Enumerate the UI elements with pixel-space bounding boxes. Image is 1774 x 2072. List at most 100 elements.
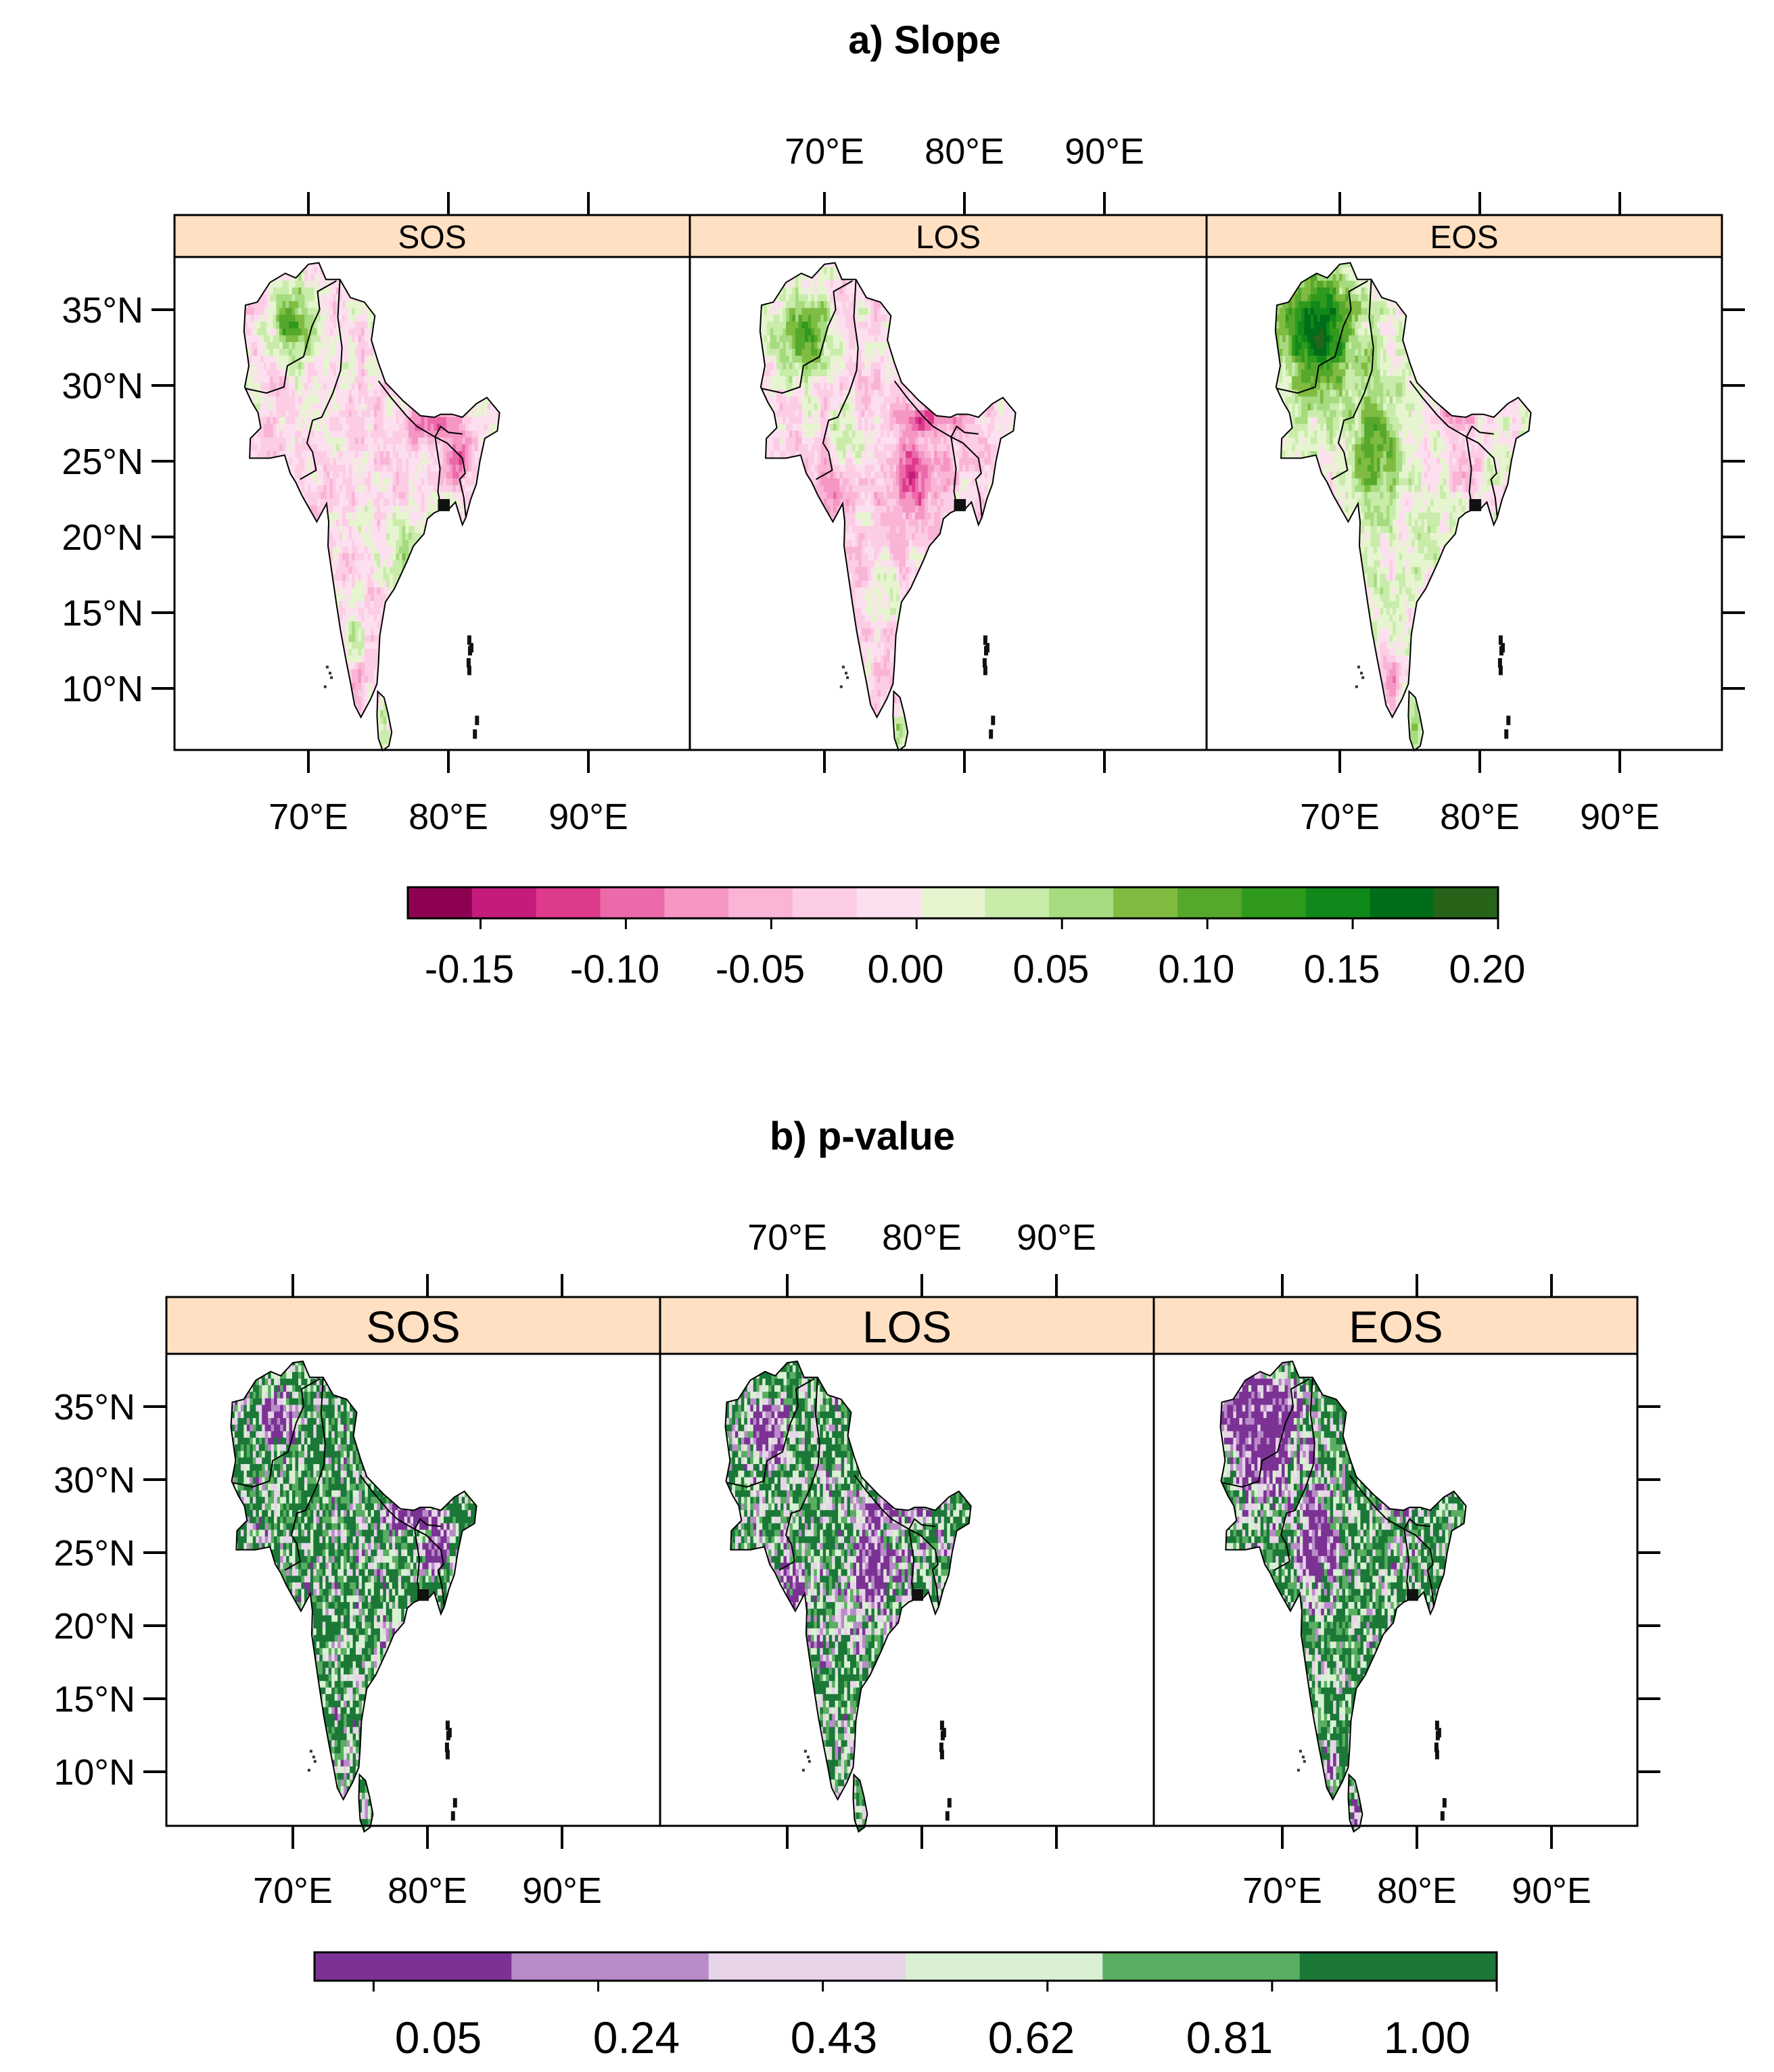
pvalue-map-eos bbox=[1219, 1360, 1467, 1833]
pvalue-map-los bbox=[724, 1360, 972, 1833]
pvalue-top-lon-label-80: 80°E bbox=[882, 1217, 962, 1258]
slope-colorbar-frame bbox=[406, 886, 1499, 920]
slope-colorbar-swatch bbox=[792, 887, 858, 918]
pvalue-sos-lakshadweep-islands bbox=[307, 1749, 317, 1772]
slope-sos-andaman-islands bbox=[466, 635, 480, 739]
pvalue-panel-frames bbox=[165, 1352, 1639, 1827]
pvalue-sos-borders bbox=[230, 1360, 477, 1833]
slope-colorbar-swatch bbox=[600, 887, 665, 918]
slope-cb-label-3: 0.00 bbox=[868, 947, 944, 991]
pvalue-strip-eos: EOS bbox=[1349, 1302, 1443, 1352]
pvalue-cb-label-5: 1.00 bbox=[1384, 2012, 1470, 2063]
slope-colorbar-swatch bbox=[1370, 887, 1434, 918]
pvalue-panel-group: 70°E 80°E 90°E 70°E 80°E 90°E 70°E 80°E … bbox=[53, 1217, 1660, 2063]
slope-cb-label-0: -0.15 bbox=[425, 947, 514, 991]
pvalue-top-lon-label-90: 90°E bbox=[1017, 1217, 1096, 1258]
pvalue-colorbar bbox=[313, 1951, 1498, 1992]
pvalue-lon-tick-marks bbox=[143, 1274, 1660, 1849]
slope-colorbar-swatch bbox=[408, 887, 473, 918]
pvalue-bottom-lon-label-80: 80°E bbox=[388, 1870, 467, 1911]
slope-strip-sos: SOS bbox=[398, 220, 466, 256]
pvalue-los-lakshadweep-islands bbox=[801, 1749, 811, 1772]
slope-los-andaman-islands bbox=[982, 635, 996, 739]
slope-eos-delta-mask bbox=[1469, 499, 1482, 511]
pvalue-colorbar-swatch bbox=[708, 1952, 906, 1981]
slope-colorbar-swatch bbox=[985, 887, 1050, 918]
pvalue-eos-delta-mask bbox=[1407, 1589, 1418, 1601]
pvalue-lat-label-25: 25°N bbox=[53, 1533, 135, 1574]
slope-colorbar-swatch bbox=[471, 887, 537, 918]
pvalue-colorbar-swatch bbox=[314, 1952, 512, 1981]
pvalue-colorbar-swatch bbox=[906, 1952, 1103, 1981]
slope-colorbar-swatch bbox=[1049, 887, 1114, 918]
pvalue-map-sos bbox=[230, 1360, 477, 1833]
pvalue-cb-label-1: 0.24 bbox=[593, 2012, 680, 2063]
panel-b-title: b) p-value bbox=[770, 1114, 955, 1158]
slope-sos-raster bbox=[243, 262, 500, 751]
slope-eos-raster bbox=[1275, 262, 1531, 751]
slope-top-lon-label-70: 70°E bbox=[785, 131, 864, 172]
slope-cb-label-5: 0.10 bbox=[1159, 947, 1235, 991]
slope-lat-label-20: 20°N bbox=[62, 517, 143, 558]
slope-lat-label-15: 15°N bbox=[62, 593, 143, 634]
pvalue-eos-andaman-islands bbox=[1434, 1720, 1447, 1821]
slope-bottom-lon-label-80: 80°E bbox=[409, 797, 488, 837]
pvalue-colorbar-swatch bbox=[1102, 1952, 1301, 1981]
pvalue-bottom-lon-label-70-eos: 70°E bbox=[1242, 1870, 1322, 1911]
slope-sos-lakshadweep-islands bbox=[323, 665, 333, 688]
slope-sos-delta-mask bbox=[438, 499, 450, 511]
pvalue-colorbar-labels: 0.05 0.24 0.43 0.62 0.81 1.00 bbox=[395, 2012, 1470, 2063]
pvalue-lat-label-10: 10°N bbox=[53, 1752, 135, 1793]
pvalue-sos-raster bbox=[231, 1361, 477, 1832]
pvalue-lat-label-20: 20°N bbox=[53, 1606, 135, 1647]
slope-colorbar-swatch bbox=[728, 887, 793, 918]
pvalue-colorbar-swatch bbox=[1299, 1952, 1497, 1981]
pvalue-sos-delta-mask bbox=[417, 1589, 429, 1601]
slope-panel-frames bbox=[173, 256, 1723, 751]
slope-top-lon-label-80: 80°E bbox=[925, 131, 1004, 172]
slope-cb-label-6: 0.15 bbox=[1304, 947, 1380, 991]
pvalue-los-raster bbox=[725, 1361, 971, 1832]
pvalue-cb-label-0: 0.05 bbox=[395, 2012, 482, 2063]
pvalue-colorbar-frame bbox=[313, 1951, 1498, 1982]
slope-colorbar bbox=[406, 886, 1499, 929]
slope-colorbar-swatch bbox=[856, 887, 922, 918]
slope-bottom-lon-label-80-eos: 80°E bbox=[1440, 797, 1520, 837]
slope-panel-group: 70°E 80°E 90°E 70°E 80°E 90°E 70°E 80°E … bbox=[62, 131, 1745, 991]
slope-bottom-lon-label-70: 70°E bbox=[269, 797, 348, 837]
panel-a-title: a) Slope bbox=[848, 18, 1001, 62]
slope-eos-lakshadweep-islands bbox=[1355, 665, 1365, 688]
pvalue-eos-raster bbox=[1220, 1361, 1466, 1832]
slope-colorbar-swatch bbox=[664, 887, 729, 918]
pvalue-strip-los: LOS bbox=[862, 1302, 952, 1352]
slope-strips bbox=[173, 214, 1723, 258]
slope-eos-andaman-islands bbox=[1497, 635, 1511, 739]
slope-colorbar-swatch bbox=[1177, 887, 1242, 918]
slope-colorbar-swatch bbox=[920, 887, 985, 918]
slope-top-lon-label-90: 90°E bbox=[1065, 131, 1144, 172]
pvalue-lat-label-30: 30°N bbox=[53, 1460, 135, 1501]
slope-lat-label-35: 35°N bbox=[62, 290, 143, 331]
slope-cb-label-1: -0.10 bbox=[570, 947, 659, 991]
pvalue-strip-sos: SOS bbox=[366, 1302, 460, 1352]
pvalue-bottom-lon-label-70: 70°E bbox=[253, 1870, 333, 1911]
slope-lat-label-25: 25°N bbox=[62, 442, 143, 482]
slope-colorbar-labels: -0.15 -0.10 -0.05 0.00 0.05 0.10 0.15 0.… bbox=[425, 947, 1526, 991]
pvalue-cb-label-4: 0.81 bbox=[1186, 2012, 1273, 2063]
pvalue-top-lon-label-70: 70°E bbox=[747, 1217, 827, 1258]
pvalue-strips bbox=[165, 1296, 1639, 1355]
pvalue-eos-lakshadweep-islands bbox=[1297, 1749, 1306, 1772]
pvalue-lat-label-15: 15°N bbox=[53, 1679, 135, 1720]
slope-los-delta-mask bbox=[954, 499, 966, 511]
slope-colorbar-swatch bbox=[1241, 887, 1307, 918]
slope-strip-los: LOS bbox=[916, 220, 981, 256]
slope-colorbar-swatch bbox=[1434, 887, 1499, 918]
slope-colorbar-swatch bbox=[536, 887, 601, 918]
slope-colorbar-swatch bbox=[1305, 887, 1370, 918]
slope-los-raster bbox=[760, 262, 1016, 751]
slope-lon-tick-marks bbox=[151, 192, 1745, 773]
slope-lat-label-10: 10°N bbox=[62, 669, 143, 709]
slope-bottom-lon-label-90: 90°E bbox=[548, 797, 628, 837]
pvalue-lat-label-35: 35°N bbox=[53, 1387, 135, 1428]
